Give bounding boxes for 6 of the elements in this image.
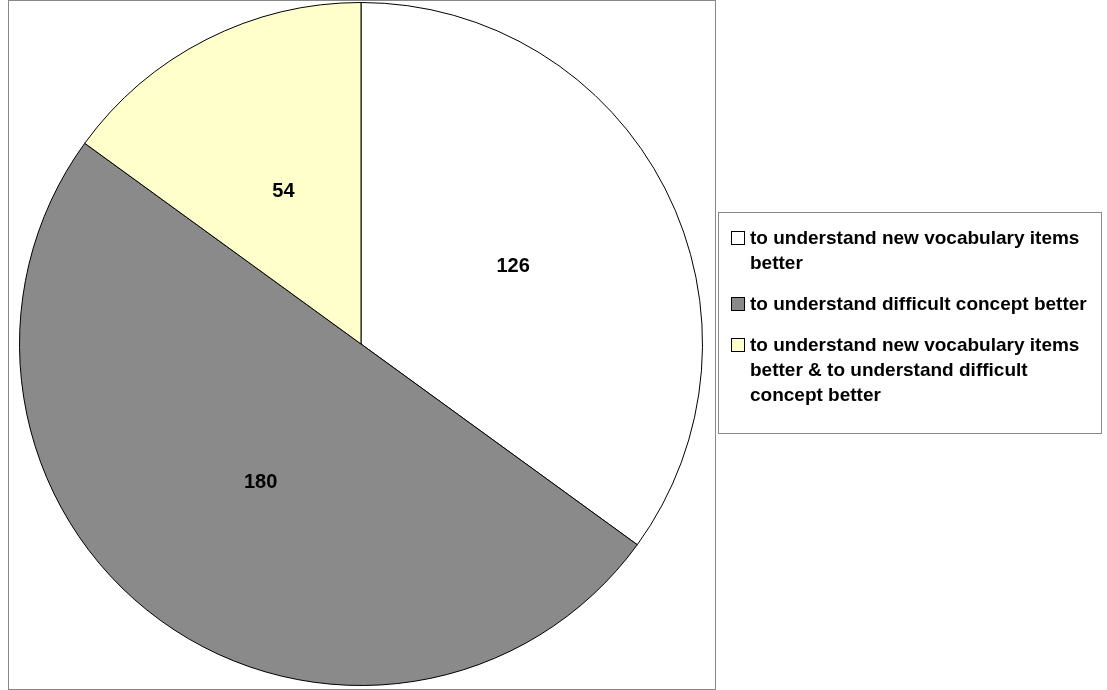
legend-label: to understand difficult concept better [750,292,1087,316]
data-label: 126 [496,254,530,276]
data-label: 54 [272,179,296,202]
data-label: 180 [243,469,278,492]
legend-label: to understand new vocabulary items better & to understand difficult concept better [750,333,1081,407]
legend-label: to understand new vocabulary items better [750,226,1081,275]
